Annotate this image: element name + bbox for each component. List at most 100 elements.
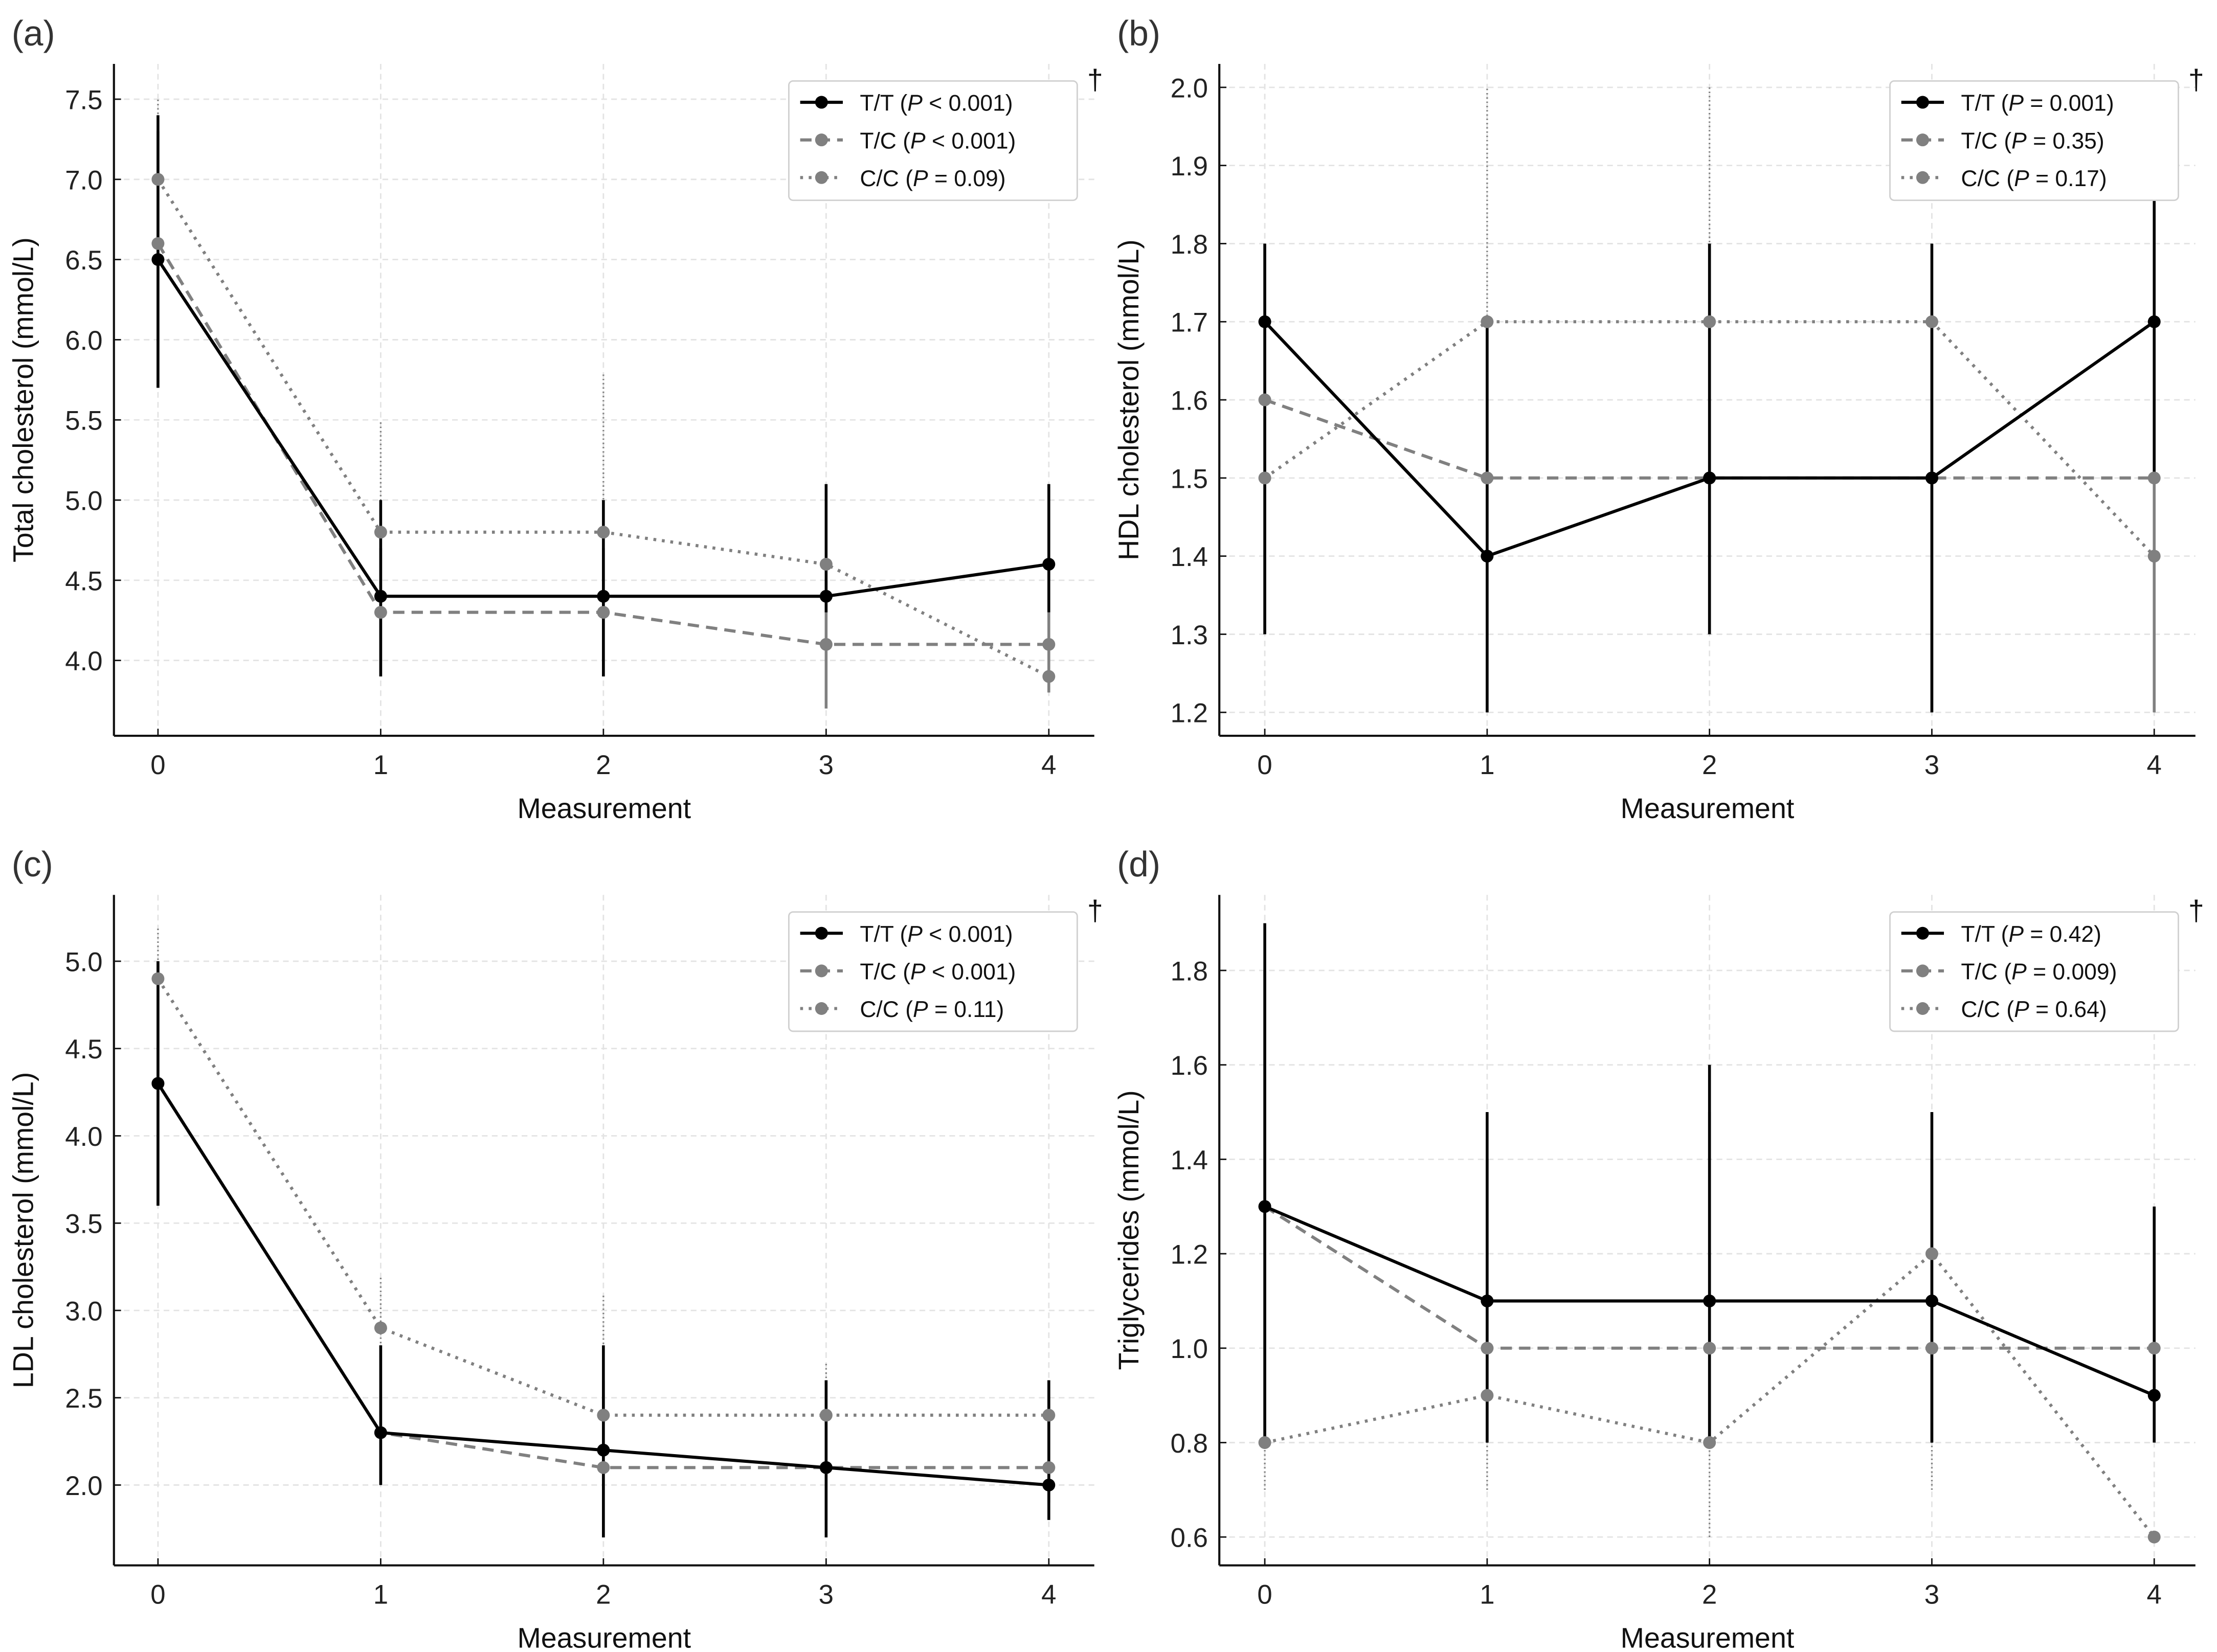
legend-marker-icon xyxy=(815,96,828,109)
data-point-cc xyxy=(1703,315,1716,328)
y-tick-label: 1.6 xyxy=(1171,386,1208,416)
x-tick-label: 1 xyxy=(373,750,388,780)
data-point-tt xyxy=(597,590,610,603)
panel-c: 2.0 2.5 3.0 3.5 4.0 4.5 5.0 0 1 2 3 4 Measurement LDL… xyxy=(7,844,1103,1652)
data-point-cc xyxy=(1258,1436,1271,1449)
legend-item-tc: T/C (P < 0.001) xyxy=(800,128,1016,153)
data-point-tt xyxy=(1481,550,1494,563)
y-tick-label: 1.0 xyxy=(1171,1334,1208,1364)
data-point-tt xyxy=(374,590,387,603)
y-tick-label: 1.6 xyxy=(1171,1051,1208,1081)
legend: T/T (P < 0.001) T/C (P < 0.001) C/C (P = 0… xyxy=(788,911,1078,1032)
legend: T/T (P < 0.001) T/C (P < 0.001) C/C (P = 0… xyxy=(788,80,1078,201)
panel-a: 4.0 4.5 5.0 5.5 6.0 6.5 7.0 7.5 0 1 2 3 4 Measurement… xyxy=(7,13,1103,824)
data-point-cc xyxy=(597,1409,610,1422)
data-point-tt xyxy=(151,1077,165,1090)
y-tick-label: 1.5 xyxy=(1171,464,1208,494)
data-point-tt xyxy=(151,253,165,266)
data-point-cc xyxy=(1481,315,1494,328)
legend-label: T/T (P = 0.001) xyxy=(1961,91,2114,116)
y-tick-label: 4.0 xyxy=(65,1122,102,1152)
x-tick-label: 2 xyxy=(1702,1580,1717,1610)
data-point-tt xyxy=(1481,1294,1494,1307)
data-point-cc xyxy=(1703,1436,1716,1449)
x-tick-label: 3 xyxy=(1924,750,1939,780)
y-tick-label: 1.8 xyxy=(1171,956,1208,986)
y-tick-label: 5.0 xyxy=(65,947,102,977)
data-point-tt xyxy=(1925,1294,1938,1307)
y-tick-label: 5.0 xyxy=(65,486,102,516)
data-point-cc xyxy=(1258,471,1271,485)
data-point-cc xyxy=(1925,315,1938,328)
legend-label: T/C (P = 0.35) xyxy=(1961,128,2104,153)
legend-label: T/T (P = 0.42) xyxy=(1961,922,2101,947)
legend-label: C/C (P = 0.64) xyxy=(1961,997,2107,1022)
data-point-tc xyxy=(819,638,833,651)
legend: T/T (P = 0.42) T/C (P = 0.009) C/C (P = 0.… xyxy=(1889,911,2179,1032)
data-point-tt xyxy=(1042,558,1056,571)
legend-marker-icon xyxy=(815,1002,828,1015)
legend-marker-icon xyxy=(815,171,828,184)
data-point-tc xyxy=(597,1461,610,1474)
legend-label: T/T (P < 0.001) xyxy=(860,922,1013,947)
panel-label: (a) xyxy=(12,13,55,53)
legend-label: T/C (P < 0.001) xyxy=(860,128,1016,153)
dagger-mark: † xyxy=(1087,895,1103,926)
data-point-tt xyxy=(1258,1200,1271,1213)
data-point-tc xyxy=(2147,1342,2161,1355)
y-axis-label: HDL cholesterol (mmol/L) xyxy=(1113,239,1145,560)
legend-marker-icon xyxy=(815,133,828,147)
data-point-cc xyxy=(2147,1530,2161,1544)
y-tick-label: 1.4 xyxy=(1171,1145,1208,1175)
y-tick-label: 1.4 xyxy=(1171,542,1208,572)
data-point-tc xyxy=(1258,393,1271,406)
dagger-mark: † xyxy=(2188,64,2204,96)
y-tick-label: 1.2 xyxy=(1171,698,1208,729)
y-tick-label: 7.5 xyxy=(65,85,102,115)
data-point-tc xyxy=(374,606,387,619)
data-point-cc xyxy=(1042,1409,1056,1422)
x-tick-label: 0 xyxy=(1257,1580,1272,1610)
panel-label: (c) xyxy=(12,844,53,884)
y-tick-label: 2.5 xyxy=(65,1384,102,1414)
y-tick-label: 7.0 xyxy=(65,165,102,195)
legend-label: T/T (P < 0.001) xyxy=(860,91,1013,116)
y-tick-label: 1.7 xyxy=(1171,308,1208,338)
legend-item-tc: T/C (P = 0.35) xyxy=(1901,128,2104,153)
legend-box xyxy=(788,80,1078,201)
x-axis-label: Measurement xyxy=(1621,1622,1795,1652)
x-axis-label: Measurement xyxy=(517,1622,691,1652)
data-point-tt xyxy=(1258,315,1271,328)
data-point-cc xyxy=(374,526,387,539)
y-tick-label: 1.9 xyxy=(1171,151,1208,182)
legend-marker-icon xyxy=(1916,96,1929,109)
legend-box xyxy=(1889,80,2179,201)
data-point-tc xyxy=(1481,471,1494,485)
data-point-tt xyxy=(819,1461,833,1474)
legend-box xyxy=(1889,911,2179,1032)
panel-d: 0.6 0.8 1.0 1.2 1.4 1.6 1.8 0 1 2 3 4 Measurement Tri… xyxy=(1113,844,2204,1652)
data-point-cc xyxy=(819,1409,833,1422)
legend: T/T (P = 0.001) T/C (P = 0.35) C/C (P = 0.… xyxy=(1889,80,2179,201)
x-tick-label: 2 xyxy=(596,750,611,780)
legend-marker-icon xyxy=(815,926,828,940)
x-tick-label: 0 xyxy=(1257,750,1272,780)
y-tick-label: 6.0 xyxy=(65,326,102,356)
data-point-tt xyxy=(2147,1389,2161,1402)
legend-item-cc: C/C (P = 0.64) xyxy=(1901,997,2107,1022)
data-point-cc xyxy=(1042,670,1056,683)
series-line-cc xyxy=(1264,320,2156,557)
x-tick-label: 4 xyxy=(1041,750,1056,780)
panel-label: (d) xyxy=(1117,844,1160,884)
y-tick-label: 5.5 xyxy=(65,406,102,436)
x-tick-label: 4 xyxy=(2147,750,2162,780)
data-point-tc xyxy=(2147,471,2161,485)
y-axis-label: Triglycerides (mmol/L) xyxy=(1113,1090,1145,1370)
legend-label: C/C (P = 0.17) xyxy=(1961,166,2107,191)
x-tick-label: 0 xyxy=(150,750,165,780)
y-axis-label: Total cholesterol (mmol/L) xyxy=(7,237,39,562)
x-tick-label: 4 xyxy=(1041,1580,1056,1610)
data-point-tc xyxy=(1042,1461,1056,1474)
legend-marker-icon xyxy=(1916,926,1929,940)
